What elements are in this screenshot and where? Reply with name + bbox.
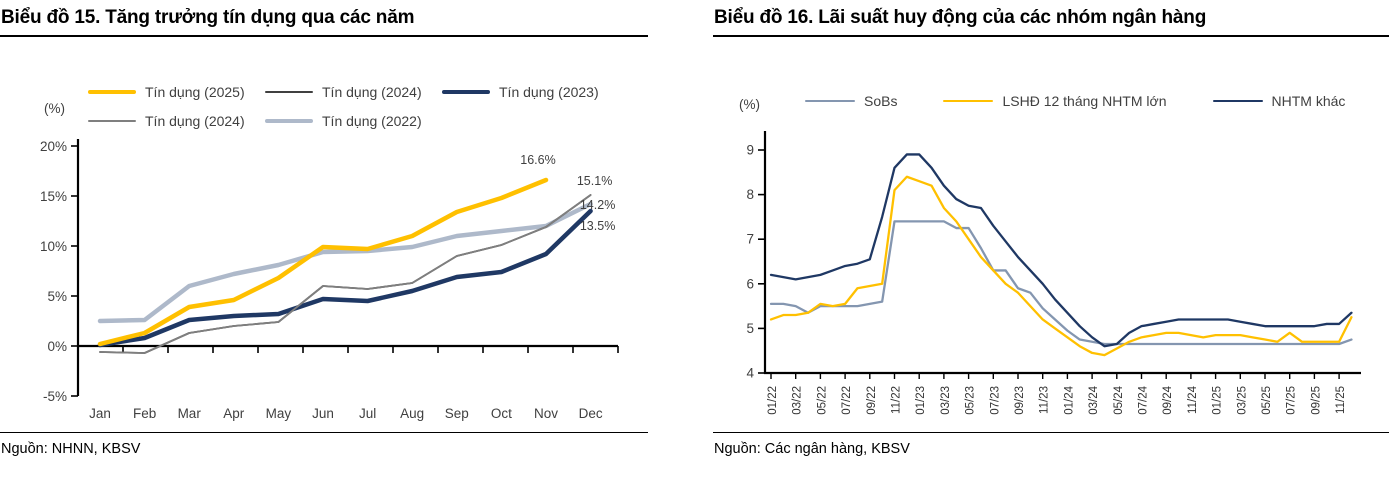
x-tick-label: 05/24 [1113, 385, 1125, 414]
y-tick-label: 15% [40, 189, 67, 204]
data-label: 15.1% [577, 174, 612, 188]
x-tick-label: 03/22 [792, 386, 804, 415]
legend-label: Tín dụng (2025) [145, 84, 245, 100]
data-label: 14.2% [580, 198, 615, 212]
x-tick-label: 05/23 [965, 386, 977, 415]
x-tick-label: Mar [178, 406, 202, 421]
x-tick-label: 05/25 [1261, 386, 1273, 415]
x-tick-label: 11/22 [891, 386, 903, 414]
deposit-rate-panel: Biểu đồ 16. Lãi suất huy động của các nh… [713, 0, 1389, 479]
x-tick-label: 11/23 [1039, 386, 1051, 414]
chart15-source: Nguồn: NHNN, KBSV [0, 432, 648, 457]
credit-growth-panel: Biểu đồ 15. Tăng trưởng tín dụng qua các… [0, 0, 648, 479]
x-tick-label: 05/22 [816, 386, 828, 415]
chart16-legend: SoBs LSHĐ 12 tháng NHTM lớn NHTM khác [805, 93, 1389, 109]
chart16-title: Biểu đồ 16. Lãi suất huy động của các nh… [713, 0, 1389, 37]
x-tick-label: Jun [312, 406, 334, 421]
y-tick-label: 6 [746, 276, 754, 291]
x-tick-label: 09/22 [866, 386, 878, 415]
legend-label: NHTM khác [1271, 93, 1346, 109]
x-tick-label: 09/24 [1162, 385, 1174, 414]
legend-label: SoBs [864, 93, 898, 109]
y-tick-label: 5% [47, 289, 67, 304]
x-tick-label: 07/24 [1138, 385, 1150, 414]
legend-label: Tín dụng (2024) [145, 113, 245, 129]
data-label: 16.6% [520, 153, 555, 167]
x-tick-label: 01/24 [1063, 385, 1075, 414]
x-tick-label: 07/23 [989, 386, 1001, 415]
x-tick-label: Oct [491, 406, 512, 421]
x-tick-label: 01/22 [767, 386, 779, 415]
x-tick-label: Jul [359, 406, 376, 421]
legend-item: LSHĐ 12 tháng NHTM lớn [943, 93, 1167, 109]
legend-item: Tín dụng (2023) [442, 84, 609, 100]
legend-line-swatch [88, 120, 136, 122]
x-tick-label: Dec [579, 406, 603, 421]
legend-line-swatch [88, 90, 136, 94]
legend-line-swatch [265, 91, 313, 93]
legend-item: Tín dụng (2025) [88, 84, 255, 100]
x-tick-label: 11/25 [1335, 386, 1347, 414]
legend-item: Tín dụng (2022) [265, 113, 432, 129]
chart16-source: Nguồn: Các ngân hàng, KBSV [713, 432, 1389, 457]
chart16-area: SoBs LSHĐ 12 tháng NHTM lớn NHTM khác (%) … [713, 37, 1389, 432]
x-tick-label: Jan [89, 406, 111, 421]
y-tick-label: 4 [746, 366, 754, 381]
legend-item: NHTM khác [1212, 93, 1346, 109]
legend-label: Tín dụng (2024) [322, 84, 422, 100]
legend-line-swatch [943, 99, 994, 103]
chart15-title: Biểu đồ 15. Tăng trưởng tín dụng qua các… [0, 0, 648, 37]
legend-line-swatch [442, 90, 490, 94]
legend-row: Tín dụng (2025) Tín dụng (2024) Tín dụng (… [88, 84, 609, 100]
deposit-rate-chart: 9 8 7 6 5 4 01/22 03/22 05/22 07/22 09/22 11/22 01/2… [746, 131, 1361, 415]
x-tick-label: Feb [133, 406, 156, 421]
legend-item: Tín dụng (2024) [265, 84, 432, 100]
y-tick-label: 0% [47, 339, 67, 354]
x-tick-label: 11/24 [1187, 385, 1199, 414]
y-tick-label: 9 [746, 143, 754, 158]
x-tick-label: 07/22 [841, 386, 853, 415]
legend-line-swatch [265, 119, 313, 123]
x-tick-label: Apr [223, 406, 245, 421]
legend-label: LSHĐ 12 tháng NHTM lớn [1002, 93, 1167, 109]
legend-row: SoBs LSHĐ 12 tháng NHTM lớn NHTM khác [805, 93, 1389, 109]
chart15-legend: Tín dụng (2025) Tín dụng (2024) Tín dụng (… [88, 84, 609, 129]
legend-row: Tín dụng (2024) Tín dụng (2022) [88, 113, 609, 129]
x-tick-label: 01/25 [1212, 386, 1224, 415]
chart15-unit-label: (%) [44, 101, 65, 116]
x-tick-label: Nov [534, 406, 558, 421]
x-tick-label: Aug [400, 406, 424, 421]
legend-line-swatch [805, 99, 855, 103]
x-tick-label: 07/25 [1286, 386, 1298, 415]
legend-item: Tín dụng (2024) [88, 113, 255, 129]
legend-label: Tín dụng (2022) [322, 113, 422, 129]
credit-growth-chart: 20% 15% 10% 5% 0% -5% Jan Feb Mar Apr May Jun Jul Aug… [40, 139, 619, 421]
chart16-unit-label: (%) [739, 97, 760, 112]
y-tick-label: 5 [746, 321, 754, 336]
y-tick-label: 7 [746, 232, 754, 247]
y-tick-label: -5% [43, 389, 67, 404]
data-label: 13.5% [580, 219, 615, 233]
legend-line-swatch [1212, 99, 1263, 103]
y-tick-label: 8 [746, 187, 754, 202]
legend-item: SoBs [805, 93, 897, 109]
x-tick-label: 03/23 [940, 386, 952, 415]
x-tick-label: May [266, 406, 292, 421]
x-tick-label: 09/25 [1310, 386, 1322, 415]
x-tick-label: 03/25 [1236, 386, 1248, 415]
x-tick-label: 03/24 [1088, 385, 1100, 414]
legend-label: Tín dụng (2023) [499, 84, 599, 100]
x-tick-label: Sep [445, 406, 469, 421]
y-tick-label: 20% [40, 139, 67, 154]
x-tick-label: 01/23 [915, 386, 927, 415]
y-tick-label: 10% [40, 239, 67, 254]
chart15-area: Tín dụng (2025) Tín dụng (2024) Tín dụng (… [0, 37, 648, 432]
x-tick-label: 09/23 [1014, 386, 1026, 415]
